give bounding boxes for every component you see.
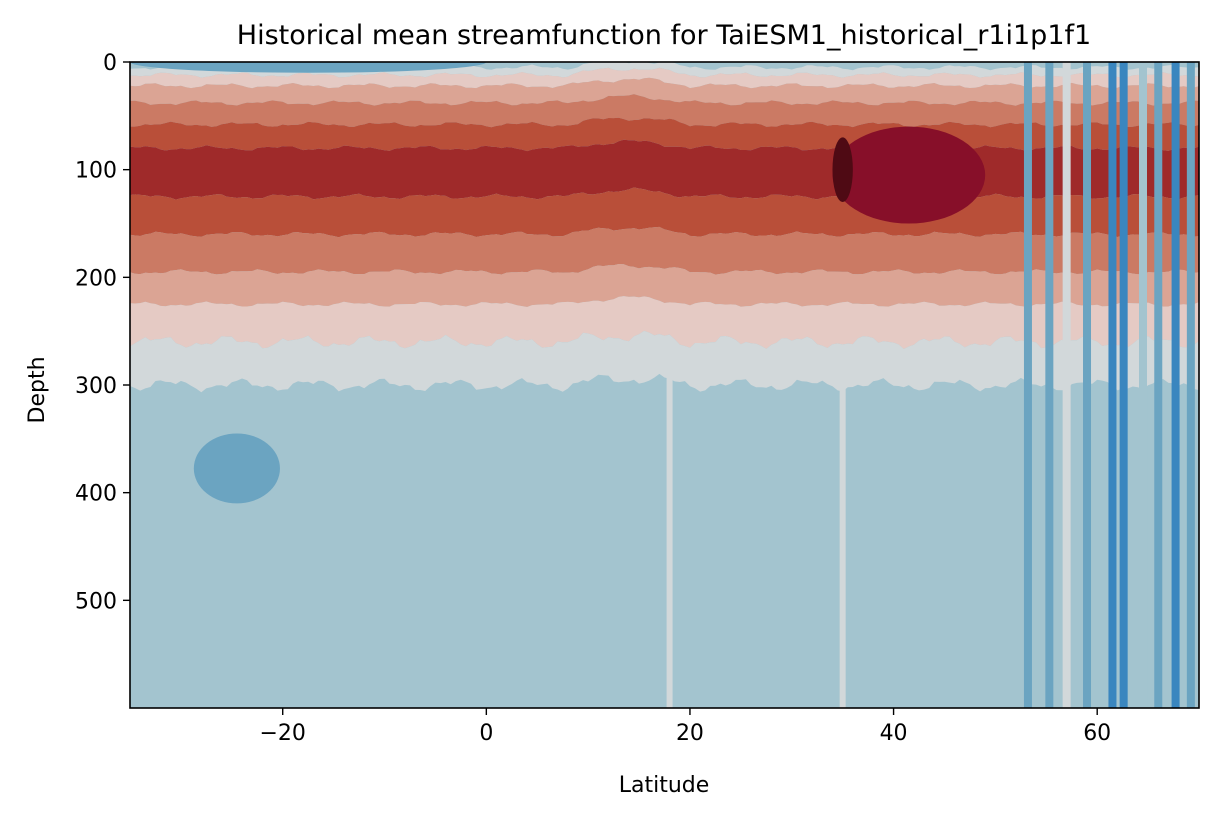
plot-area: [130, 62, 1199, 708]
x-tick-label: 20: [676, 721, 704, 746]
contour-stripe-0: [1023, 62, 1032, 708]
x-tick-label: 0: [479, 721, 493, 746]
contour-stripe-4: [1108, 62, 1117, 708]
contour-stripe-8: [1171, 62, 1180, 708]
contour-stripe-6: [1139, 62, 1148, 708]
x-tick-label: 60: [1083, 721, 1111, 746]
contour-stripe-9: [1186, 62, 1195, 708]
contour-stripe-5: [1119, 62, 1128, 708]
chart-title: Historical mean streamfunction for TaiES…: [237, 20, 1091, 51]
y-axis-label: Depth: [25, 356, 50, 423]
y-tick-label: 400: [75, 482, 117, 507]
contour-band-3: [130, 77, 1199, 106]
contour-deep-patch: [193, 433, 280, 504]
contour-band-11: [130, 330, 1199, 393]
contour-core: [832, 126, 986, 224]
contour-stripe-1: [1045, 62, 1054, 708]
contour-streak-1: [839, 363, 846, 708]
contour-surface-lens: [130, 62, 487, 73]
contour-band-6: [130, 139, 1199, 200]
contour-band-8: [130, 226, 1199, 275]
contour-stripe-3: [1083, 62, 1092, 708]
contour-deep-core: [832, 137, 853, 202]
x-axis-label: Latitude: [619, 773, 710, 798]
y-tick-label: 300: [75, 374, 117, 399]
contour-stripe-2: [1062, 62, 1071, 708]
y-tick-label: 200: [75, 266, 117, 291]
contour-band-9: [130, 264, 1199, 307]
y-tick-label: 100: [75, 159, 117, 184]
contour-band-10: [130, 296, 1199, 349]
contour-stripe-7: [1154, 62, 1163, 708]
y-tick-label: 500: [75, 589, 117, 614]
y-axis: 0 100 200 300 400 500: [75, 51, 130, 614]
contour-band-2: [130, 67, 1199, 89]
x-tick-label: 40: [880, 721, 908, 746]
x-tick-label: −20: [259, 721, 305, 746]
y-tick-label: 0: [103, 51, 117, 76]
contour-streak-0: [666, 363, 673, 708]
contour-band-4: [130, 94, 1199, 128]
x-axis: −20 0 20 40 60: [259, 708, 1111, 746]
